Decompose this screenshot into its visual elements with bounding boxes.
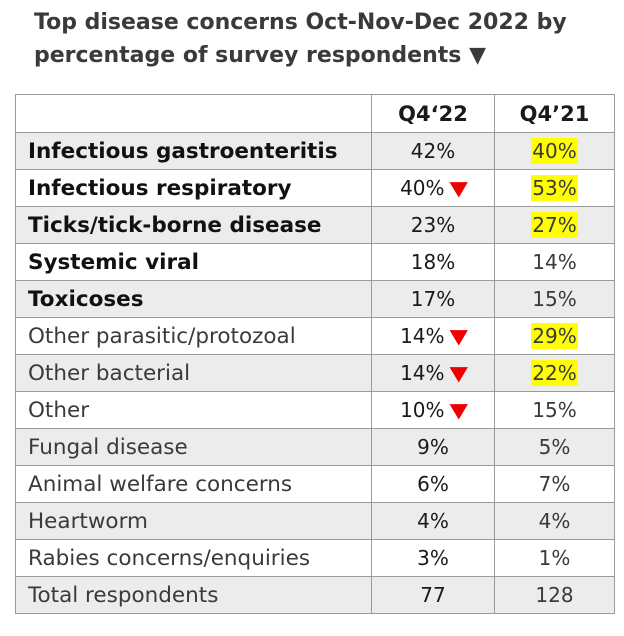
table-row: Fungal disease 9% 5%: [15, 428, 615, 466]
value-q4-21: 40%: [531, 138, 578, 164]
down-triangle-icon: ▼: [448, 398, 468, 422]
value-q4-21: 14%: [532, 250, 577, 274]
value-q4-21: 27%: [531, 212, 578, 238]
table-row: Infectious respiratory 40% ▼ 53%: [15, 169, 615, 207]
cell-q4-21: 1%: [494, 539, 615, 577]
value-q4-22: 14%: [400, 361, 445, 385]
cell-q4-22: 4%: [371, 502, 495, 540]
table-row: Ticks/tick-borne disease 23% 27%: [15, 206, 615, 244]
table-header-row: Q4‘22 Q4’21: [15, 94, 615, 133]
value-q4-22: 4%: [417, 509, 449, 533]
cell-q4-22: 14% ▼: [371, 354, 495, 392]
value-q4-21: 128: [535, 583, 574, 607]
title-line-2-text: percentage of survey respondents: [34, 43, 462, 68]
cell-q4-22: 18%: [371, 243, 495, 281]
cell-q4-22: 17%: [371, 280, 495, 318]
cell-q4-22: 23%: [371, 206, 495, 244]
cell-q4-22: 6%: [371, 465, 495, 503]
cell-q4-22: 40% ▼: [371, 169, 495, 207]
header-blank: [15, 94, 372, 133]
value-q4-22: 42%: [410, 139, 456, 163]
table-row: Rabies concerns/enquiries 3% 1%: [15, 539, 615, 577]
table-row: Toxicoses 17% 15%: [15, 280, 615, 318]
cell-q4-22: 9%: [371, 428, 495, 466]
row-label: Rabies concerns/enquiries: [15, 539, 372, 577]
cell-q4-21: 4%: [494, 502, 615, 540]
value-q4-22: 40%: [400, 176, 445, 200]
header-q4-22: Q4‘22: [371, 94, 495, 133]
value-q4-21: 22%: [531, 360, 578, 386]
row-label: Infectious respiratory: [15, 169, 372, 207]
value-q4-22: 17%: [410, 287, 456, 311]
cell-q4-21: 5%: [494, 428, 615, 466]
table-row: Infectious gastroenteritis 42% 40%: [15, 132, 615, 170]
chart-title: Top disease concerns Oct-Nov-Dec 2022 by…: [34, 6, 614, 72]
cell-q4-22: 14% ▼: [371, 317, 495, 355]
value-q4-21: 29%: [531, 323, 578, 349]
cell-q4-22: 77: [371, 576, 495, 614]
value-q4-21: 4%: [538, 509, 571, 533]
cell-q4-21: 27%: [494, 206, 615, 244]
row-label: Heartworm: [15, 502, 372, 540]
table-row: Other 10% ▼ 15%: [15, 391, 615, 429]
value-q4-21: 5%: [538, 435, 571, 459]
cell-q4-21: 128: [494, 576, 615, 614]
row-label: Toxicoses: [15, 280, 372, 318]
value-q4-22: 77: [420, 583, 446, 607]
value-q4-22: 14%: [400, 324, 445, 348]
row-label: Animal welfare concerns: [15, 465, 372, 503]
row-label: Other: [15, 391, 372, 429]
cell-q4-21: 29%: [494, 317, 615, 355]
row-label: Total respondents: [15, 576, 372, 614]
value-q4-22: 6%: [417, 472, 449, 496]
cell-q4-21: 7%: [494, 465, 615, 503]
value-q4-21: 15%: [532, 287, 577, 311]
down-triangle-icon: ▼: [448, 176, 468, 200]
value-q4-21: 53%: [531, 175, 578, 201]
cell-q4-22: 10% ▼: [371, 391, 495, 429]
table-row: Heartworm 4% 4%: [15, 502, 615, 540]
cell-q4-21: 15%: [494, 280, 615, 318]
table-body: Infectious gastroenteritis 42% 40% Infectio…: [15, 132, 615, 614]
table-row: Systemic viral 18% 14%: [15, 243, 615, 281]
down-triangle-icon: ▼: [448, 324, 468, 348]
cell-q4-21: 53%: [494, 169, 615, 207]
value-q4-22: 10%: [400, 398, 445, 422]
value-q4-21: 1%: [538, 546, 571, 570]
value-q4-21: 15%: [532, 398, 577, 422]
table-row: Animal welfare concerns 6% 7%: [15, 465, 615, 503]
title-line-1: Top disease concerns Oct-Nov-Dec 2022 by: [34, 10, 567, 35]
cell-q4-21: 14%: [494, 243, 615, 281]
row-label: Other bacterial: [15, 354, 372, 392]
cell-q4-21: 40%: [494, 132, 615, 170]
row-label: Fungal disease: [15, 428, 372, 466]
down-triangle-icon: ▼: [448, 361, 468, 385]
cell-q4-21: 15%: [494, 391, 615, 429]
title-down-triangle-icon: ▼: [469, 43, 486, 68]
value-q4-22: 23%: [410, 213, 456, 237]
value-q4-22: 18%: [410, 250, 456, 274]
value-q4-22: 3%: [417, 546, 449, 570]
table-row: Total respondents 77 128: [15, 576, 615, 614]
cell-q4-22: 3%: [371, 539, 495, 577]
row-label: Ticks/tick-borne disease: [15, 206, 372, 244]
row-label: Infectious gastroenteritis: [15, 132, 372, 170]
value-q4-22: 9%: [417, 435, 449, 459]
table-row: Other bacterial 14% ▼ 22%: [15, 354, 615, 392]
title-line-2: percentage of survey respondents ▼: [34, 39, 614, 72]
disease-concerns-table: Q4‘22 Q4’21 Infectious gastroenteritis 42…: [15, 94, 615, 614]
cell-q4-22: 42%: [371, 132, 495, 170]
table-row: Other parasitic/protozoal 14% ▼ 29%: [15, 317, 615, 355]
row-label: Other parasitic/protozoal: [15, 317, 372, 355]
cell-q4-21: 22%: [494, 354, 615, 392]
value-q4-21: 7%: [538, 472, 571, 496]
header-q4-21: Q4’21: [494, 94, 615, 133]
row-label: Systemic viral: [15, 243, 372, 281]
